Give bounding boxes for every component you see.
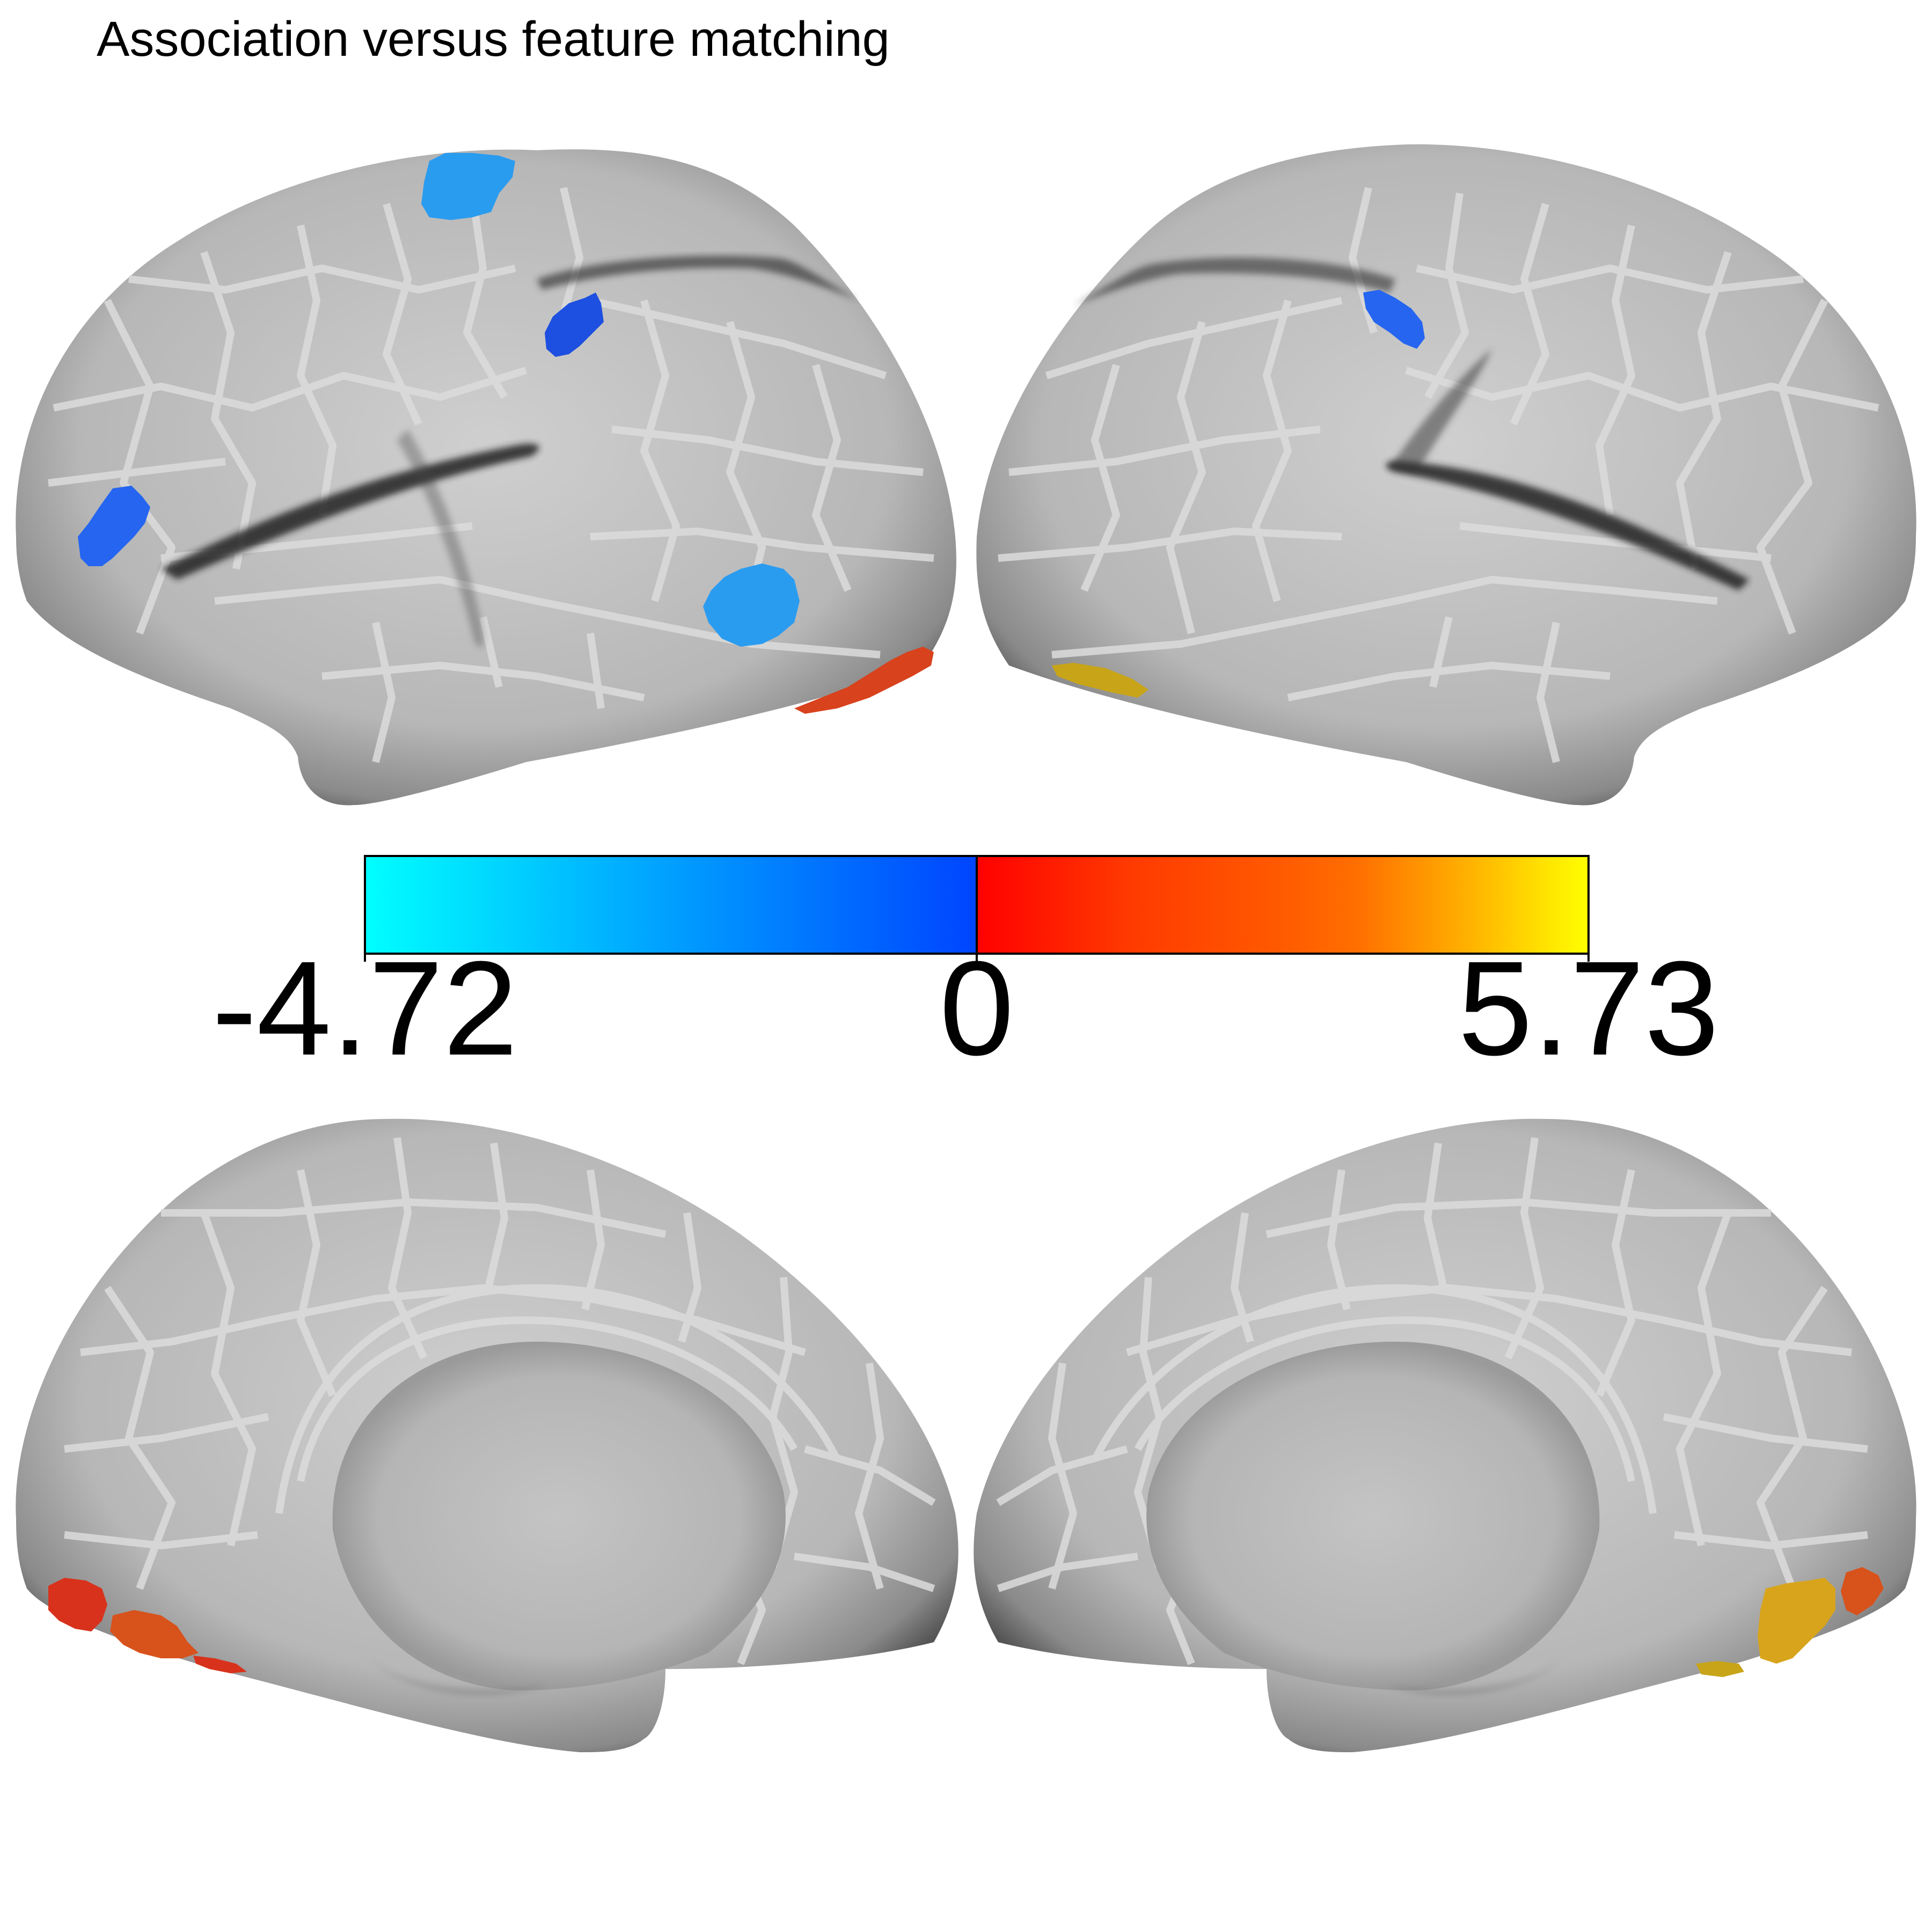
cluster-blue-frontal: [78, 486, 150, 566]
right-lateral-parcel-borders: [998, 187, 1879, 763]
cluster-red-occipital-lateral: [794, 647, 934, 714]
right-medial-view: [974, 1118, 1916, 1752]
cluster-orange-medial-occipital: [110, 1610, 199, 1658]
lateral-sulcus-right: [1386, 461, 1750, 590]
colorbar-positive: [977, 856, 1589, 954]
cluster-gold-medial-occipital-right: [1758, 1578, 1835, 1664]
right-lateral-view: [976, 144, 1916, 806]
cluster-orange-medial-occipital-right: [1841, 1567, 1884, 1615]
figure-title: Association versus feature matching: [97, 12, 890, 67]
cluster-red-medial-occipital: [48, 1578, 107, 1631]
cluster-gold-lingual-right: [1696, 1661, 1744, 1677]
left-lateral-view: [16, 149, 956, 806]
colorbar-min-label: -4.72: [212, 933, 518, 1083]
left-medial-parcel-borders: [64, 1137, 936, 1665]
cluster-blue-temporal: [703, 564, 800, 647]
colorbar-negative: [365, 856, 977, 954]
cluster-gold-occipital-right-lateral: [1052, 663, 1148, 698]
left-medial-view: [16, 1118, 958, 1752]
left-medial-wall: [332, 1342, 786, 1690]
cluster-blue-parietal-right: [1363, 290, 1425, 349]
right-medial-wall: [1146, 1342, 1600, 1690]
colorbar: -4.72 0 5.73: [212, 855, 1719, 1083]
cluster-red-lingual: [193, 1656, 247, 1673]
lateral-sulcus: [161, 443, 539, 580]
colorbar-zero-label: 0: [939, 933, 1014, 1083]
cluster-blue-parietal: [545, 292, 604, 357]
cluster-blue-superior: [421, 153, 515, 220]
colorbar-max-label: 5.73: [1458, 933, 1719, 1083]
right-medial-parcel-borders: [996, 1137, 1868, 1665]
